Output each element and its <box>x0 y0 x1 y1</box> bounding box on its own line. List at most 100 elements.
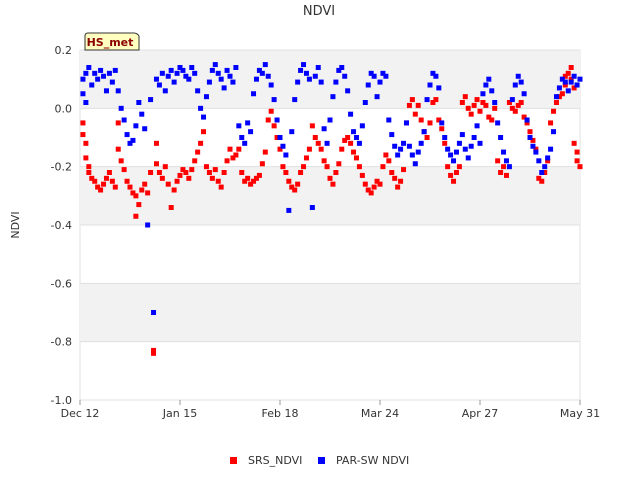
data-point <box>521 91 527 97</box>
data-point <box>480 100 486 105</box>
data-point <box>445 164 451 170</box>
data-point <box>148 97 154 103</box>
data-point <box>303 70 309 76</box>
data-point <box>83 140 89 146</box>
data-point <box>192 158 198 164</box>
data-point <box>395 184 401 190</box>
data-point <box>448 172 454 178</box>
data-point <box>339 65 345 70</box>
data-point <box>389 132 395 138</box>
data-point <box>306 146 312 152</box>
data-point <box>506 164 512 170</box>
data-point <box>556 85 562 91</box>
data-point <box>509 97 515 103</box>
data-point <box>136 100 142 105</box>
data-point <box>292 97 298 103</box>
data-point <box>180 167 186 173</box>
data-point <box>368 190 374 196</box>
data-point <box>180 67 186 73</box>
data-point <box>159 175 165 181</box>
badge-label: HS_met <box>87 36 134 49</box>
data-point <box>259 70 265 76</box>
data-point <box>574 149 580 155</box>
data-point <box>333 79 339 85</box>
data-point <box>145 190 151 196</box>
data-point <box>418 117 424 123</box>
data-point <box>212 62 218 68</box>
y-tick-label: -0.8 <box>51 336 72 349</box>
data-point <box>362 181 368 187</box>
data-point <box>233 65 239 70</box>
data-point <box>256 172 262 178</box>
data-point <box>209 67 215 73</box>
data-point <box>168 205 174 210</box>
data-point <box>139 111 145 117</box>
data-point <box>115 146 121 152</box>
data-point <box>86 170 92 175</box>
data-point <box>153 161 159 167</box>
data-point <box>424 135 430 140</box>
data-point <box>265 73 271 79</box>
data-point <box>551 129 557 135</box>
data-point <box>256 67 262 73</box>
data-point <box>201 129 207 135</box>
data-point <box>312 135 318 140</box>
data-point <box>353 135 359 140</box>
data-point <box>86 164 92 170</box>
data-point <box>124 178 130 184</box>
data-point <box>545 158 551 164</box>
data-point <box>530 137 536 143</box>
data-point <box>174 70 180 76</box>
data-point <box>262 62 268 68</box>
data-point <box>168 67 174 73</box>
data-point <box>330 94 336 100</box>
data-point <box>206 79 212 85</box>
data-point <box>365 82 371 88</box>
data-point <box>151 350 157 356</box>
y-tick-label: -1.0 <box>51 394 72 407</box>
data-point <box>301 164 307 170</box>
data-point <box>95 76 101 82</box>
data-point <box>383 73 389 79</box>
data-point <box>253 76 259 82</box>
data-point <box>251 91 257 97</box>
data-point <box>239 170 245 175</box>
data-point <box>133 193 139 199</box>
data-point <box>527 129 533 135</box>
data-point <box>565 70 571 76</box>
data-point <box>151 347 157 353</box>
legend-swatch-srs-ndvi <box>230 457 237 464</box>
data-point <box>495 158 501 164</box>
data-point <box>318 79 324 85</box>
data-point <box>556 94 562 100</box>
data-point <box>80 76 86 82</box>
data-point <box>562 82 568 88</box>
data-point <box>377 79 383 85</box>
data-point <box>571 85 577 91</box>
data-point <box>512 82 518 88</box>
data-point <box>195 88 201 94</box>
x-tick-label: Feb 18 <box>262 407 299 420</box>
data-point <box>183 73 189 79</box>
data-point <box>327 117 333 123</box>
data-point <box>568 65 574 70</box>
data-point <box>309 205 315 210</box>
data-point <box>551 108 557 114</box>
data-point <box>186 175 192 181</box>
data-point <box>153 140 159 146</box>
data-point <box>430 70 436 76</box>
data-point <box>380 164 386 170</box>
data-point <box>221 85 227 91</box>
data-point <box>571 73 577 79</box>
data-point <box>133 213 139 219</box>
data-point <box>198 105 204 111</box>
data-point <box>539 178 545 184</box>
grid-bands <box>80 50 580 342</box>
data-point <box>274 135 280 140</box>
data-point <box>148 170 154 175</box>
data-point <box>406 143 412 149</box>
data-point <box>392 143 398 149</box>
data-point <box>401 167 407 173</box>
data-point <box>433 97 439 103</box>
badge-background <box>84 32 140 51</box>
